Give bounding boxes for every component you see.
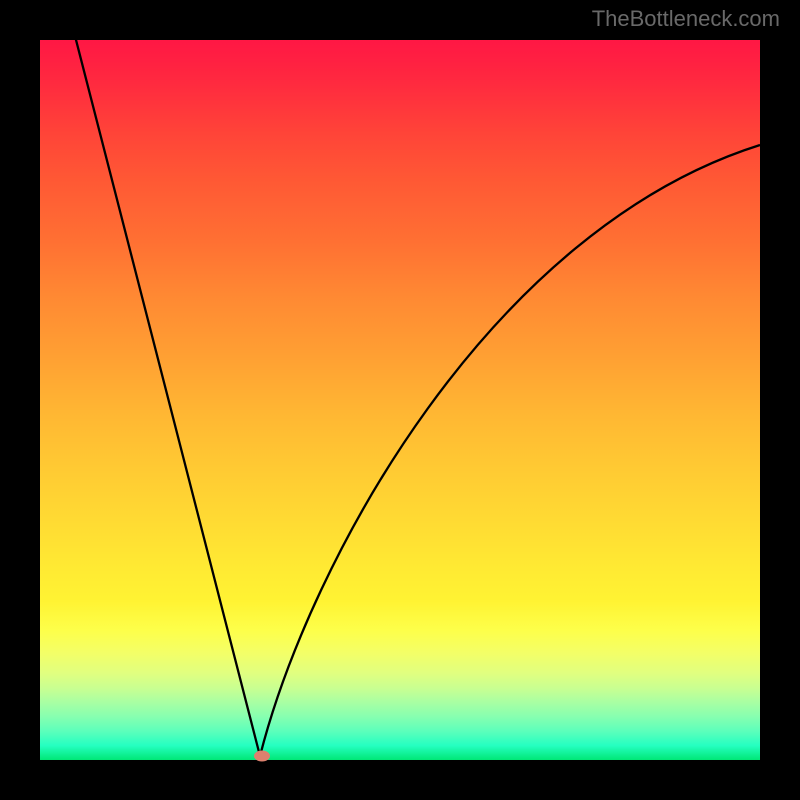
bottleneck-curve <box>40 40 760 760</box>
plot-area <box>40 40 760 760</box>
curve-path <box>75 40 760 756</box>
watermark-text: TheBottleneck.com <box>592 6 780 32</box>
vertex-marker <box>254 751 270 762</box>
